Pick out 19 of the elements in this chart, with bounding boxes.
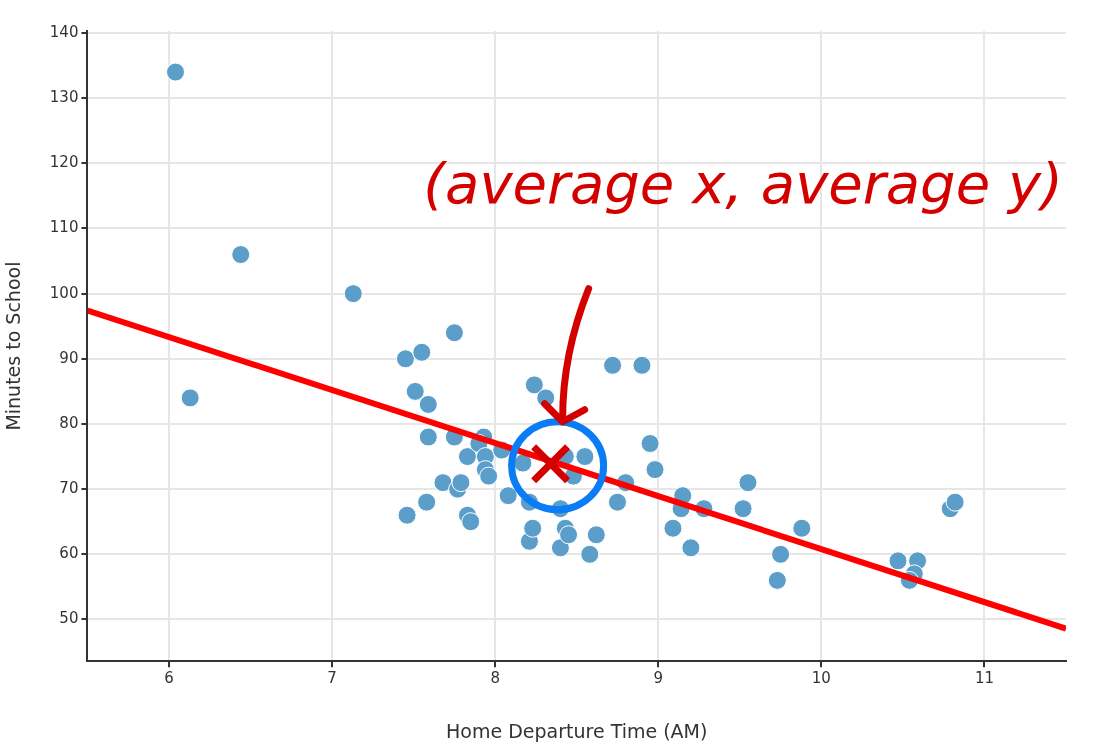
y-axis-title: Minutes to School	[2, 261, 25, 431]
x-tick-label: 10	[811, 669, 831, 688]
y-tick-label: 50	[59, 609, 79, 628]
annotation: (average x, average y)	[423, 151, 1063, 217]
x-tick-label: 11	[974, 669, 994, 688]
x-tick-label: 6	[164, 669, 174, 688]
x-tick-label: 8	[490, 669, 500, 688]
x-tick-label: 9	[653, 669, 664, 688]
y-tick-label: 80	[59, 413, 79, 432]
y-tick-label: 130	[49, 88, 79, 107]
y-tick-label: 70	[59, 479, 79, 498]
y-tick-label: 60	[59, 544, 79, 563]
x-tick-label: 7	[327, 669, 337, 688]
x-axis-title: Home Departure Time (AM)	[446, 719, 708, 742]
y-tick-label: 120	[49, 153, 79, 172]
y-tick-label: 110	[49, 218, 79, 237]
y-tick-label: 140	[49, 22, 79, 41]
y-tick-label: 100	[49, 283, 79, 302]
y-tick-label: 90	[59, 348, 79, 367]
